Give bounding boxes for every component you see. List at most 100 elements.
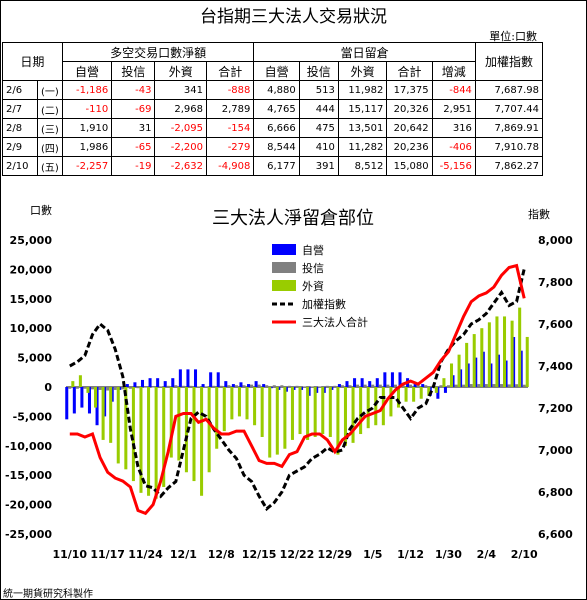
foreign-bar <box>124 387 128 470</box>
dealer-bar <box>148 378 152 387</box>
sub-header-cell: 外資 <box>154 61 207 81</box>
left-tick-label: 20,000 <box>10 263 53 276</box>
legend-swatch <box>272 244 296 255</box>
value-cell: 15,080 <box>386 156 433 176</box>
value-cell: -5,156 <box>431 156 476 176</box>
value-cell: 11,282 <box>337 137 388 157</box>
trust-bar <box>174 385 178 387</box>
trust-bar <box>393 384 397 387</box>
value-cell: 7,707.44 <box>474 99 544 119</box>
trust-bar <box>371 384 375 387</box>
left-tick-label: 10,000 <box>10 322 53 335</box>
trust-bar <box>144 387 148 388</box>
trust-bar <box>424 385 428 387</box>
dealer-bar <box>193 369 198 387</box>
index-header: 加權指數 <box>474 42 544 81</box>
table-body: 2/6 (一) -1,186 -43 341 -888 4,880 513 11,982 17,3… <box>1 80 544 176</box>
date-cell: 2/9 <box>1 137 39 157</box>
trust-bar <box>166 385 170 387</box>
foreign-bar <box>503 316 507 387</box>
dealer-bar <box>156 378 160 387</box>
foreign-bar <box>298 387 302 435</box>
dealer-bar <box>65 387 69 420</box>
foreign-bar <box>457 354 461 387</box>
dealer-bar <box>186 369 190 387</box>
value-cell: 1,986 <box>61 137 113 157</box>
trust-bar <box>136 387 140 389</box>
value-cell: 4,765 <box>253 99 300 119</box>
value-cell: 7,687.98 <box>474 80 544 100</box>
trust-bar <box>356 384 360 387</box>
left-tick-label: -20,000 <box>5 499 52 512</box>
trust-bar <box>197 386 201 387</box>
right-tick-label: 7,400 <box>538 360 573 373</box>
unit-note: 單位:口數 <box>489 30 537 43</box>
value-cell: -2,200 <box>154 137 207 157</box>
foreign-bar <box>518 307 522 387</box>
foreign-bar <box>525 336 529 387</box>
foreign-bar <box>442 378 446 387</box>
trust-bar <box>204 386 208 387</box>
foreign-bar <box>184 387 188 473</box>
sub-header-cell: 自營 <box>61 61 113 81</box>
dealer-bar <box>87 387 91 414</box>
foreign-bar <box>434 387 438 393</box>
trust-bar <box>98 387 102 390</box>
foreign-bar <box>328 387 332 437</box>
legend-swatch <box>272 280 296 291</box>
x-tick-label: 1/5 <box>363 548 382 561</box>
trust-bar <box>499 384 504 387</box>
sub-header-cell: 合計 <box>386 61 433 81</box>
foreign-bar <box>237 387 241 417</box>
dealer-bar <box>80 387 84 408</box>
sub-header-cell: 外資 <box>337 61 388 81</box>
x-tick-label: 12/15 <box>242 548 277 561</box>
trust-bar <box>113 387 117 390</box>
trust-bar <box>242 385 246 387</box>
value-cell: 13,501 <box>337 118 388 138</box>
trust-bar <box>287 385 291 387</box>
foreign-bar <box>366 387 370 429</box>
foreign-bar <box>412 387 416 402</box>
dealer-bar <box>239 382 243 387</box>
value-cell: 20,642 <box>386 118 433 138</box>
foreign-bar <box>162 387 166 487</box>
table-row: 2/10 (五) -2,257 -19 -2,632 -4,908 6,177 391 8,51… <box>1 156 544 176</box>
foreign-bar <box>351 387 355 443</box>
dealer-bar <box>178 369 182 387</box>
foreign-bar <box>116 387 120 464</box>
x-tick-label: 1/12 <box>397 548 424 561</box>
table-row: 2/9 (四) 1,986 -65 -2,200 -279 8,544 410 11,282 20… <box>1 137 544 157</box>
foreign-bar <box>109 387 113 443</box>
dealer-bar <box>171 378 175 387</box>
open-interest-header: 當日留倉 <box>253 42 476 62</box>
trust-bar <box>469 384 473 387</box>
dealer-bar <box>133 382 137 387</box>
dealer-bar <box>231 384 235 387</box>
trust-bar <box>363 384 367 387</box>
foreign-bar <box>78 375 82 387</box>
trust-bar <box>325 385 329 387</box>
foreign-bar <box>139 387 143 493</box>
total-line <box>69 263 526 516</box>
trust-bar <box>257 384 261 387</box>
x-tick-label: 11/10 <box>52 548 87 561</box>
trust-bar <box>212 385 216 387</box>
dealer-bar <box>368 381 372 387</box>
right-tick-label: 7,800 <box>538 276 573 289</box>
value-cell: 316 <box>431 118 476 138</box>
dealer-bar <box>72 387 76 414</box>
page-title: 台指期三大法人交易狀況 <box>200 7 387 27</box>
value-cell: -110 <box>61 99 113 119</box>
trust-bar <box>348 385 352 387</box>
left-tick-label: 25,000 <box>10 234 53 247</box>
foreign-bar <box>207 387 211 473</box>
foreign-bar <box>495 316 499 387</box>
trust-bar <box>90 387 95 390</box>
value-cell: 7,862.27 <box>474 156 544 176</box>
x-tick-label: 12/8 <box>208 548 235 561</box>
foreign-bar <box>230 387 234 420</box>
dealer-bar <box>201 384 205 387</box>
sub-header-row: 自營 投信 外資 合計 自營 投信 外資 合計 增減 <box>3 61 543 81</box>
value-cell: 1,910 <box>61 118 113 138</box>
